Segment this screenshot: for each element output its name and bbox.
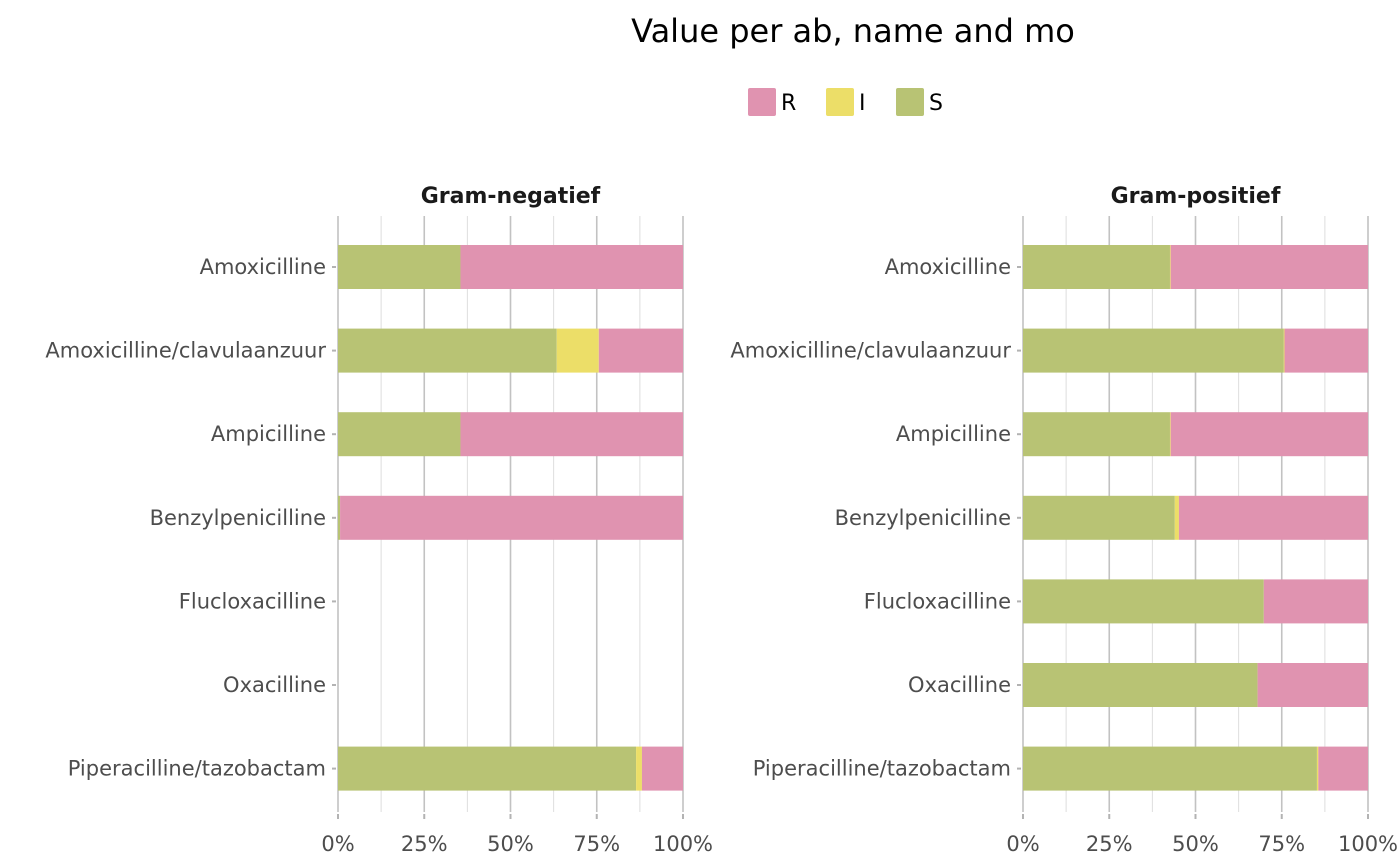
facet-title: Gram-negatief: [421, 184, 601, 209]
y-tick-label: Flucloxacilline: [179, 589, 326, 613]
bar-i: [636, 746, 642, 791]
legend-swatch-s: [896, 88, 924, 116]
bar-r: [1263, 579, 1368, 624]
y-tick-label: Piperacilline/tazobactam: [753, 757, 1011, 781]
bar-r: [1170, 412, 1368, 457]
chart-title: Value per ab, name and mo: [631, 12, 1075, 50]
bar-s: [338, 746, 637, 791]
bar-i: [556, 328, 599, 373]
x-tick-label: 75%: [573, 832, 620, 856]
y-tick-label: Ampicilline: [896, 422, 1011, 446]
panels: Gram-negatief Amoxicilline Amoxicilline/cl…: [45, 184, 1398, 856]
bar-s: [1023, 579, 1264, 624]
bar-i: [1169, 412, 1171, 457]
y-tick-label: Benzylpenicilline: [835, 506, 1011, 530]
x-tick-label: 50%: [1172, 832, 1219, 856]
bar-r: [1284, 328, 1368, 373]
bar-r: [1178, 495, 1368, 540]
bar-i: [1283, 328, 1285, 373]
bar-r: [598, 328, 683, 373]
y-tick-label: Piperacilline/tazobactam: [68, 757, 326, 781]
bar-s: [1023, 495, 1175, 540]
legend-label-i: I: [859, 91, 866, 116]
bar-r: [460, 245, 683, 289]
legend-swatch-r: [748, 88, 776, 116]
x-tick-label: 100%: [1338, 832, 1398, 856]
x-tick-label: 0%: [321, 832, 354, 856]
bar-r: [641, 746, 683, 791]
bar-s: [1023, 245, 1170, 289]
y-tick-label: Benzylpenicilline: [150, 506, 326, 530]
y-tick-label: Flucloxacilline: [864, 589, 1011, 613]
y-tick-label: Amoxicilline/clavulaanzuur: [45, 339, 326, 363]
bar-s: [338, 245, 461, 289]
x-tick-label: 25%: [401, 832, 448, 856]
bar-r: [1170, 245, 1368, 289]
x-tick-label: 50%: [487, 832, 534, 856]
panel-2: Gram-positief Amoxicilline Amoxicilline/cl…: [730, 184, 1398, 856]
x-tick-label: 25%: [1086, 832, 1133, 856]
y-tick-label: Oxacilline: [223, 673, 326, 697]
legend-swatch-i: [826, 88, 854, 116]
bar-r: [340, 495, 683, 540]
bar-i: [1169, 245, 1171, 289]
bar-s: [1023, 328, 1284, 373]
x-tick-label: 75%: [1258, 832, 1305, 856]
x-tick-label: 100%: [653, 832, 713, 856]
bar-s: [1023, 746, 1317, 791]
y-tick-label: Amoxicilline: [885, 255, 1011, 279]
y-tick-label: Ampicilline: [211, 422, 326, 446]
bar-s: [338, 328, 557, 373]
bar-r: [460, 412, 683, 457]
y-tick-label: Amoxicilline: [200, 255, 326, 279]
facet-title: Gram-positief: [1111, 184, 1281, 209]
bar-r: [1318, 746, 1368, 791]
bar-s: [1023, 412, 1170, 457]
bar-r: [1257, 663, 1368, 707]
bar-s: [1023, 663, 1258, 707]
legend-label-r: R: [781, 91, 796, 116]
bar-i: [1316, 746, 1319, 791]
bar-s: [338, 412, 461, 457]
x-tick-label: 0%: [1006, 832, 1039, 856]
panel-1: Gram-negatief Amoxicilline Amoxicilline/cl…: [45, 184, 713, 856]
legend-label-s: S: [929, 91, 943, 116]
y-tick-label: Amoxicilline/clavulaanzuur: [730, 339, 1011, 363]
bar-s: [338, 495, 341, 540]
y-tick-label: Oxacilline: [908, 673, 1011, 697]
bar-i: [1174, 495, 1179, 540]
